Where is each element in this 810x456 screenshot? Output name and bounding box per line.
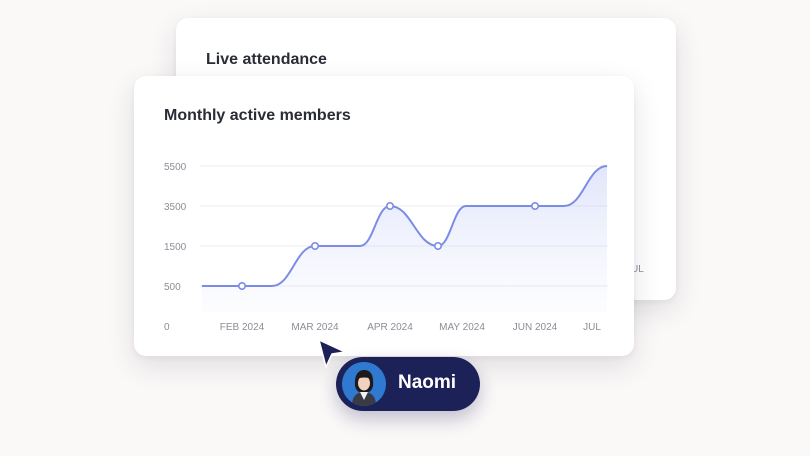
collaborator-name: Naomi <box>398 372 457 393</box>
y-axis-tick-label: 3500 <box>164 202 187 213</box>
y-axis-tick-label: 500 <box>164 282 181 293</box>
back-chart-tick-label: JUL <box>626 264 644 275</box>
monthly-active-members-card: Monthly active members 5500 3500 1500 500 0 … <box>134 76 634 356</box>
chart-data-point[interactable] <box>238 282 247 291</box>
y-axis-tick-label: 0 <box>164 322 170 333</box>
person-avatar-icon <box>342 362 386 406</box>
collaborator-badge[interactable]: Naomi <box>336 357 480 411</box>
chart-series-line <box>202 165 608 287</box>
x-axis-tick-label: MAY 2024 <box>439 322 485 333</box>
chart-data-point[interactable] <box>311 242 320 251</box>
pointer-cursor-icon <box>318 339 346 368</box>
live-attendance-title: Live attendance <box>206 51 327 68</box>
x-axis-tick-label: APR 2024 <box>367 322 413 333</box>
chart-data-point[interactable] <box>433 242 442 251</box>
monthly-active-members-title: Monthly active members <box>164 107 351 124</box>
x-axis-tick-label: FEB 2024 <box>220 322 265 333</box>
x-axis-tick-label: JUL <box>583 322 601 333</box>
y-axis-tick-label: 1500 <box>164 242 187 253</box>
chart-area-fill <box>202 166 607 312</box>
x-axis-tick-label: MAR 2024 <box>291 322 339 333</box>
chart-data-point[interactable] <box>386 202 395 211</box>
monthly-active-members-chart: 5500 3500 1500 500 0 FEB 2024 MAR 2024 APR 202… <box>164 162 608 333</box>
x-axis-tick-label: JUN 2024 <box>513 322 558 333</box>
y-axis-tick-label: 5500 <box>164 162 187 173</box>
avatar <box>342 362 386 406</box>
chart-data-point[interactable] <box>530 202 539 211</box>
